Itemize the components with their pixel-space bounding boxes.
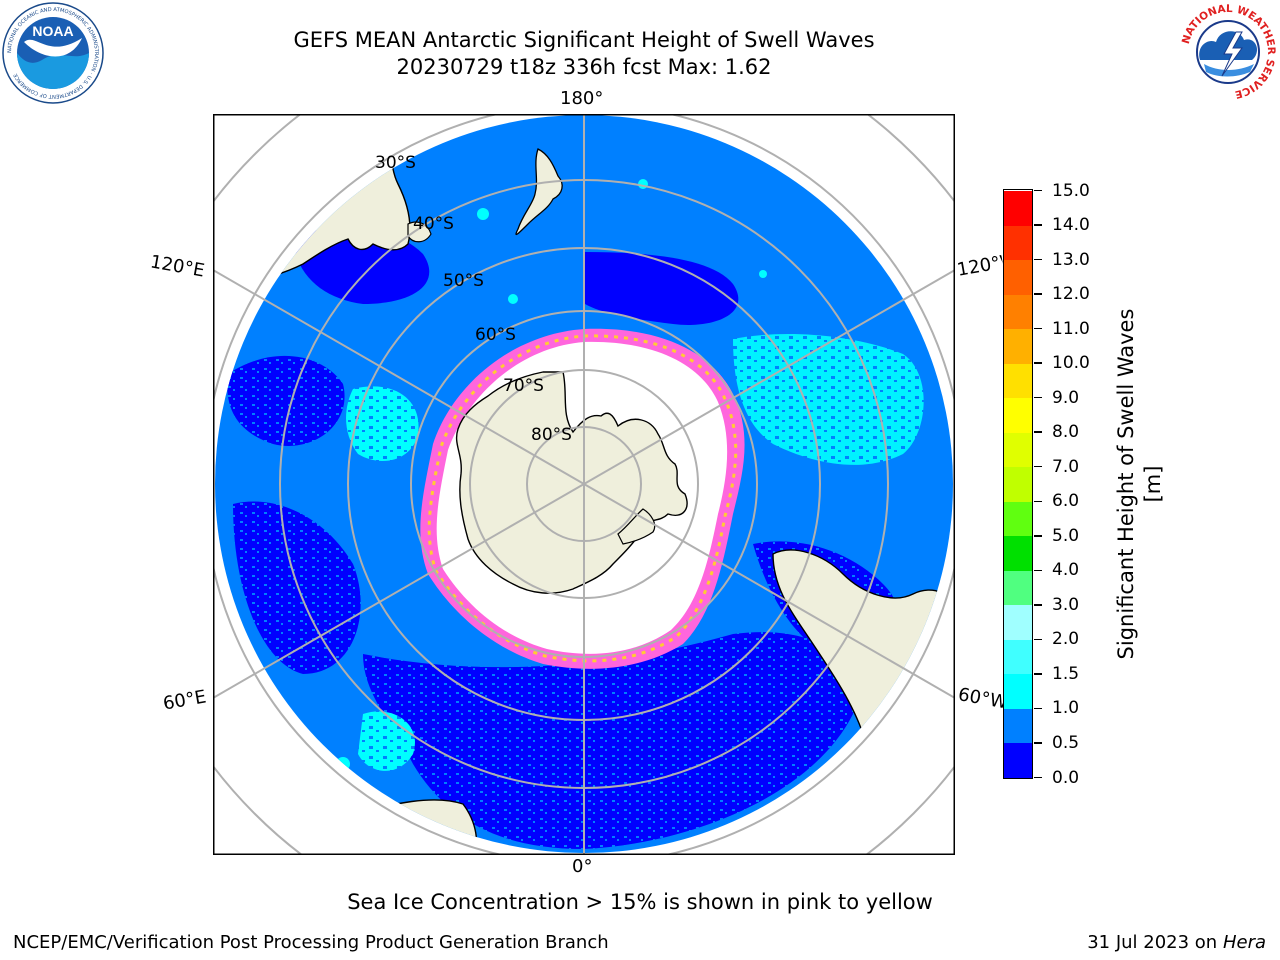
colorbar-tick [1034, 500, 1042, 502]
colorbar-segment [1004, 191, 1032, 226]
noaa-logo: NOAA NATIONAL OCEANIC AND ATMOSPHERIC AD… [2, 2, 104, 104]
colorbar-tick [1034, 638, 1042, 641]
map-border [213, 114, 955, 855]
footer-machine: Hera [1222, 932, 1266, 953]
antarctic-peninsula [617, 508, 656, 545]
lat-label-80s: 80°S [531, 425, 572, 445]
lat-label-70s: 70°S [503, 376, 544, 396]
colorbar-tick-label: 0.5 [1052, 732, 1080, 753]
colorbar-tick-label: 3.0 [1052, 594, 1080, 615]
colorbar-tick [1034, 535, 1042, 537]
colorbar-tick [1034, 569, 1042, 572]
colorbar-segment [1004, 743, 1032, 778]
colorbar-tick [1034, 362, 1042, 364]
colorbar-tick-label: 15.0 [1052, 180, 1090, 201]
colorbar-tick-label: 1.0 [1052, 698, 1080, 719]
colorbar-tick [1034, 707, 1042, 710]
colorbar-segment [1004, 708, 1032, 744]
colorbar-segment [1004, 225, 1032, 261]
footer-date: 31 Jul 2023 on Hera [1087, 932, 1266, 953]
colorbar-tick-label: 1.5 [1052, 663, 1080, 684]
meridian-lines [213, 114, 955, 855]
colorbar-tick-label: 12.0 [1052, 284, 1090, 305]
chart-subtitle: 20230729 t18z 336h fcst Max: 1.62 [396, 55, 772, 79]
colorbar-segment [1004, 363, 1032, 399]
madagascar [239, 767, 299, 820]
colorbar-tick [1034, 776, 1042, 779]
colorbar-tick-label: 5.0 [1052, 525, 1080, 546]
colorbar-segment [1004, 536, 1032, 571]
colorbar-segment [1004, 432, 1032, 468]
lon-label-60e: 60°E [161, 686, 208, 715]
colorbar-tick-label: 6.0 [1052, 491, 1080, 512]
lon-label-120w: 120°W [955, 252, 1005, 281]
lat-label-30s: 30°S [375, 153, 416, 173]
colorbar-tick-label: 13.0 [1052, 249, 1090, 270]
lat-label-50s: 50°S [443, 271, 484, 291]
africa [352, 799, 478, 853]
colorbar-segment [1004, 260, 1032, 295]
colorbar-tick-label: 4.0 [1052, 560, 1080, 581]
colorbar-tick [1034, 224, 1042, 226]
swell-patch-small-1 [477, 208, 489, 220]
swell-patch-small-2 [508, 294, 518, 304]
colorbar-tick-label: 10.0 [1052, 353, 1090, 374]
lon-label-120e: 120°E [148, 251, 207, 282]
lat-label-40s: 40°S [413, 214, 454, 234]
low-swell-region-south [363, 632, 855, 849]
colorbar-segment [1004, 329, 1032, 364]
colorbar [1003, 189, 1033, 779]
polar-map: 30°S 40°S 50°S 60°S 70°S 80°S [213, 114, 955, 855]
low-swell-region-pacific [585, 252, 739, 325]
swell-patch-small-4 [759, 270, 767, 278]
tasmania [407, 221, 432, 243]
colorbar-tick-label: 0.0 [1052, 767, 1080, 788]
sea-ice-edge-yellow [427, 334, 738, 663]
colorbar-tick-label: 8.0 [1052, 422, 1080, 443]
colorbar-tick [1034, 327, 1042, 330]
colorbar-segment [1004, 570, 1032, 606]
swell-patch-small-5 [336, 757, 350, 771]
colorbar-tick [1034, 742, 1042, 744]
noaa-logo-text: NOAA [32, 23, 73, 39]
colorbar-tick-label: 9.0 [1052, 387, 1080, 408]
colorbar-segment [1004, 294, 1032, 330]
colorbar-segment [1004, 674, 1032, 709]
colorbar-tick-label: 11.0 [1052, 318, 1090, 339]
lat-label-60s: 60°S [475, 325, 516, 345]
colorbar-segment [1004, 639, 1032, 675]
colorbar-tick-label: 7.0 [1052, 456, 1080, 477]
colorbar-tick [1034, 465, 1042, 468]
colorbar-tick [1034, 604, 1042, 606]
footer-branch: NCEP/EMC/Verification Post Processing Pr… [13, 932, 609, 953]
colorbar-tick-label: 14.0 [1052, 215, 1090, 236]
colorbar-tick [1034, 431, 1042, 433]
chart-title: GEFS MEAN Antarctic Significant Height o… [293, 28, 875, 52]
colorbar-segment [1004, 398, 1032, 433]
colorbar-title: Significant Height of Swell Waves [m] [1114, 308, 1165, 660]
new-zealand [515, 148, 563, 236]
colorbar-tick [1034, 258, 1042, 261]
colorbar-segment [1004, 467, 1032, 502]
colorbar-tick [1034, 673, 1042, 675]
low-swell-region-west [227, 355, 345, 446]
colorbar-tick [1034, 189, 1042, 192]
colorbar-segment [1004, 501, 1032, 537]
colorbar-tick [1034, 396, 1042, 399]
colorbar-tick-label: 2.0 [1052, 629, 1080, 650]
swell-patch-indian [346, 386, 419, 462]
sea-ice-note: Sea Ice Concentration > 15% is shown in … [347, 890, 933, 914]
colorbar-segment [1004, 605, 1032, 640]
lon-label-60w: 60°W [956, 684, 1006, 713]
swell-patch-east-pacific [733, 334, 924, 465]
nws-logo: NATIONAL WEATHER SERVICE [1179, 3, 1277, 101]
footer-date-text: 31 Jul 2023 on [1087, 932, 1223, 953]
lon-label-0: 0° [572, 856, 593, 877]
lon-label-180: 180° [560, 88, 604, 109]
colorbar-tick [1034, 293, 1042, 295]
